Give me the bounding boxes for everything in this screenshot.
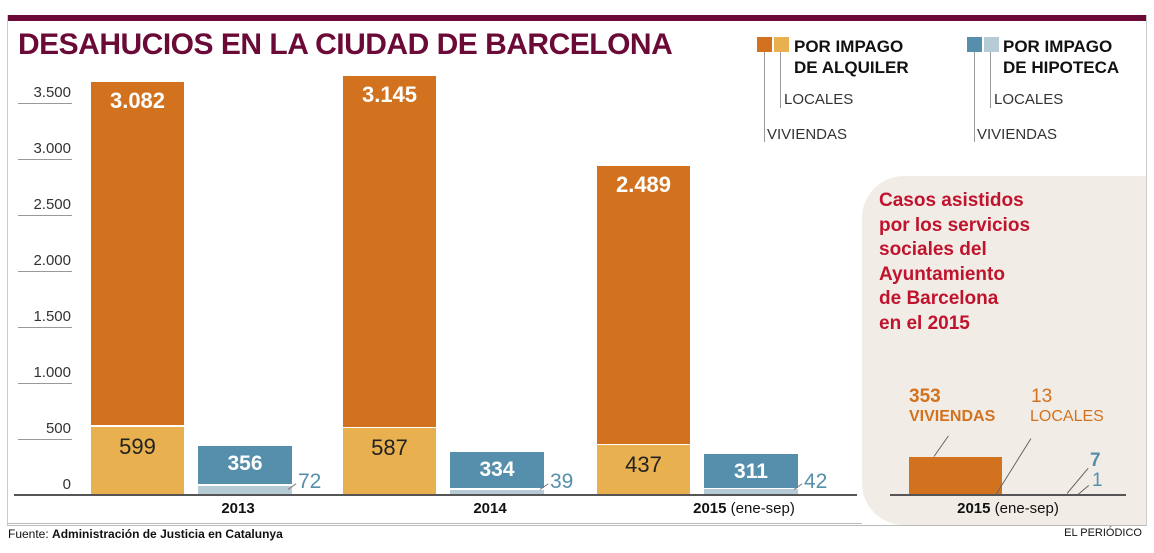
y-gridline	[18, 214, 72, 216]
x-axis-label: 2015 (ene-sep)	[597, 500, 891, 517]
panel-title-line: en el 2015	[879, 312, 970, 334]
y-tick-label: 3.000	[33, 140, 71, 157]
legend-swatch-hipoteca-viviendas	[967, 37, 982, 52]
legend-leader-locales	[780, 52, 781, 108]
bar-alquiler-viviendas	[343, 76, 436, 427]
legend-swatch-alquiler-viviendas	[757, 37, 772, 52]
panel-value-hipoteca-locales: 1	[1092, 470, 1103, 491]
panel-title-line: sociales del	[879, 239, 987, 260]
value-label-hipoteca-locales: 72	[298, 470, 322, 493]
value-label-alquiler-locales: 599	[119, 433, 156, 459]
value-label-alquiler-viviendas: 2.489	[615, 172, 672, 198]
bar-alquiler-locales	[343, 428, 436, 494]
panel-axis-line	[890, 494, 1126, 496]
value-label-alquiler-viviendas: 3.145	[361, 82, 418, 108]
panel-title-line: Ayuntamiento	[879, 263, 1005, 285]
value-label-hipoteca-viviendas: 311	[734, 460, 768, 484]
panel-bar-viviendas	[909, 457, 1002, 494]
bar-alquiler-locales	[597, 445, 690, 494]
y-gridline	[18, 102, 72, 104]
legend-title-hipoteca: POR IMPAGO DE HIPOTECA	[1003, 37, 1120, 77]
value-label-alquiler-locales: 437	[625, 452, 662, 478]
value-label-alquiler-locales: 587	[371, 435, 408, 461]
chart-title: DESAHUCIOS EN LA CIUDAD DE BARCELONA	[18, 28, 673, 61]
category-year: 2013	[221, 500, 255, 517]
panel-value-locales: 13	[1031, 386, 1053, 407]
value-label-hipoteca-locales: 39	[550, 470, 574, 493]
legend-swatch-hipoteca-locales	[984, 37, 999, 52]
x-axis-line	[14, 494, 857, 496]
value-label-hipoteca-locales: 42	[804, 470, 828, 493]
y-gridline	[18, 158, 72, 160]
source-note: Fuente: Administración de Justicia en Ca…	[8, 527, 283, 541]
top-rule	[7, 15, 1147, 21]
legend-label-locales: LOCALES	[784, 91, 854, 108]
chart-frame	[7, 15, 1147, 526]
bar-hipoteca-viviendas	[450, 452, 544, 489]
y-tick-label: 2.000	[33, 252, 71, 269]
panel-value-hipoteca-viviendas: 7	[1090, 450, 1101, 471]
value-label-alquiler-viviendas: 3.082	[109, 87, 166, 113]
legend-leader-viviendas	[974, 52, 975, 142]
legend-label-viviendas: VIVIENDAS	[977, 126, 1058, 143]
bar-alquiler-viviendas	[597, 166, 690, 444]
legend-title-alquiler: POR IMPAGO DE ALQUILER	[794, 37, 909, 77]
panel-value-viviendas: 353	[909, 386, 941, 407]
panel-title: Casos asistidos por los servicios sociales…	[879, 189, 1030, 336]
panel-x-axis-label: 2015 (ene-sep)	[890, 500, 1126, 517]
brand-logo: EL PERIÓDICO	[1064, 527, 1142, 539]
bar-hipoteca-locales	[704, 489, 798, 494]
category-suffix: (ene-sep)	[726, 500, 795, 517]
bar-hipoteca-locales	[198, 485, 292, 494]
panel-sublabel-viviendas: VIVIENDAS	[909, 408, 996, 425]
y-gridline	[18, 270, 72, 272]
y-gridline	[18, 382, 72, 384]
bar-alquiler-viviendas	[91, 81, 184, 426]
category-year: 2015	[957, 500, 991, 517]
value-label-hipoteca-viviendas: 356	[227, 452, 263, 476]
panel-title-line: de Barcelona	[879, 288, 999, 309]
y-tick-label: 1.500	[33, 308, 71, 325]
category-year: 2014	[473, 500, 507, 517]
y-tick-label: 3.500	[33, 84, 71, 101]
legend-leader-viviendas	[764, 52, 765, 142]
panel-sublabel-locales: LOCALES	[1030, 408, 1104, 425]
panel-title-line: Casos asistidos	[879, 190, 1024, 211]
value-label-hipoteca-viviendas: 334	[479, 458, 515, 482]
bar-hipoteca-viviendas	[198, 446, 292, 485]
y-tick-label: 2.500	[33, 196, 71, 213]
y-gridline	[18, 438, 72, 440]
category-suffix: (ene-sep)	[990, 500, 1059, 517]
y-gridline	[18, 326, 72, 328]
legend-leader-locales	[990, 52, 991, 108]
y-tick-label: 1.000	[33, 364, 71, 381]
category-year: 2015	[693, 500, 727, 517]
x-label-separator	[7, 523, 862, 524]
legend-label-viviendas: VIVIENDAS	[767, 126, 848, 143]
legend-swatch-alquiler-locales	[774, 37, 789, 52]
x-axis-label: 2013	[91, 500, 385, 517]
legend-label-locales: LOCALES	[994, 91, 1064, 108]
bar-hipoteca-locales	[450, 489, 544, 494]
x-axis-label: 2014	[343, 500, 637, 517]
y-tick-label: 0	[62, 476, 71, 493]
bar-alquiler-locales	[91, 426, 184, 494]
y-tick-label: 500	[45, 420, 71, 437]
panel-title-line: por los servicios	[879, 214, 1031, 236]
bar-hipoteca-viviendas	[704, 454, 798, 488]
